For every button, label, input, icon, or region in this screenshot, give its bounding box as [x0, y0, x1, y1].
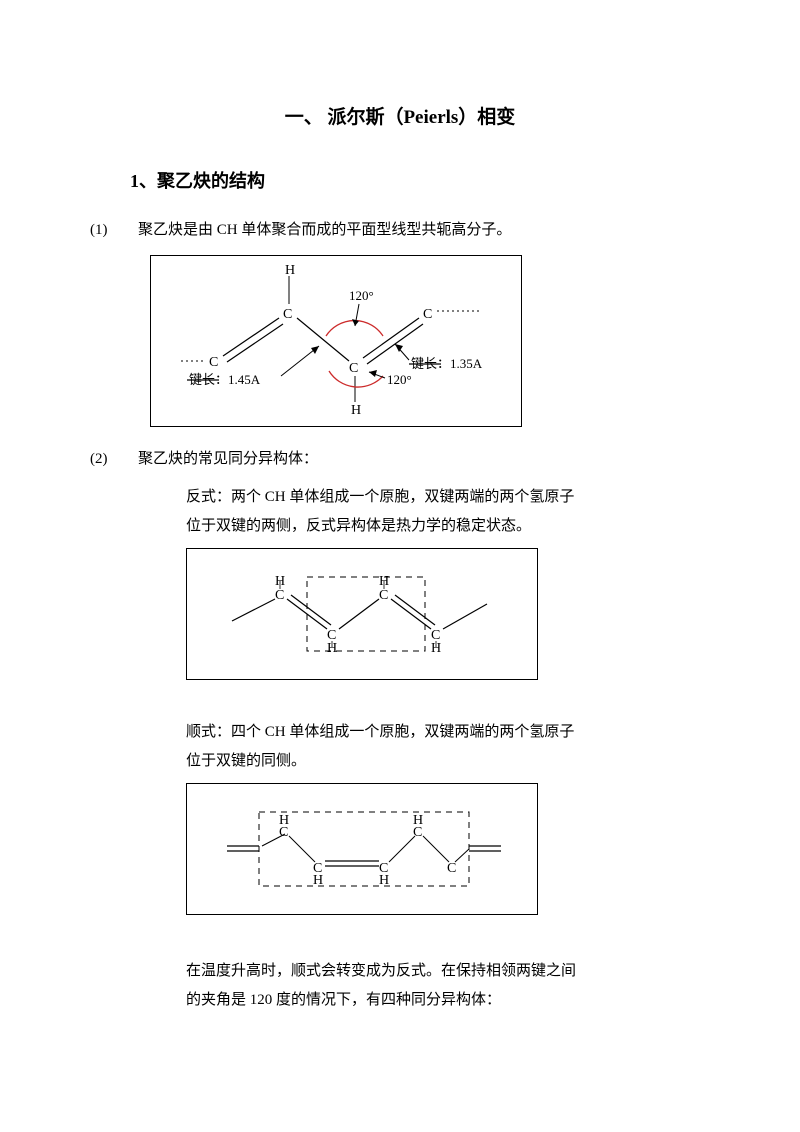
atom-h: H — [285, 263, 295, 278]
atom-c: C — [283, 307, 292, 322]
atom-c: C — [209, 355, 218, 370]
trans-desc-line2: 位于双键的两侧，反式异构体是热力学的稳定状态。 — [186, 512, 690, 541]
atom-c: C — [423, 307, 432, 322]
atom-c: C — [447, 861, 456, 876]
section-subtitle: 1、聚乙炔的结构 — [130, 164, 710, 198]
item-2-num: (2) — [90, 445, 138, 474]
atom-h: H — [279, 813, 289, 828]
diagram-trans-isomer: C H C H C H C H — [186, 548, 538, 680]
page-title: 一、 派尔斯（Peierls）相变 — [90, 100, 710, 136]
trans-desc-line1: 反式：两个 CH 单体组成一个原胞，双键两端的两个氢原子 — [186, 483, 690, 512]
cis-desc-line1: 顺式：四个 CH 单体组成一个原胞，双键两端的两个氢原子 — [186, 718, 690, 747]
atom-h: H — [379, 873, 389, 888]
diagram-cis-isomer: C H C H C H C H C — [186, 783, 538, 915]
cis-desc-line2: 位于双键的同侧。 — [186, 747, 690, 776]
atom-h: H — [413, 813, 423, 828]
atom-c: C — [275, 588, 284, 603]
diagram-polyacetylene-structure: C C H C H C 120 — [150, 255, 522, 427]
tail-line1: 在温度升高时，顺式会转变成为反式。在保持相领两键之间 — [186, 957, 690, 986]
item-2-text: 聚乙炔的常见同分异构体： — [138, 445, 710, 474]
item-1: (1) 聚乙炔是由 CH 单体聚合而成的平面型线型共轭高分子。 — [90, 216, 710, 245]
atom-h: H — [313, 873, 323, 888]
angle-label: 120° — [349, 288, 374, 303]
atom-c: C — [349, 361, 358, 376]
angle-label: 120° — [387, 372, 412, 387]
item-2: (2) 聚乙炔的常见同分异构体： — [90, 445, 710, 474]
atom-h: H — [351, 403, 361, 418]
item-1-num: (1) — [90, 216, 138, 245]
atom-c: C — [379, 588, 388, 603]
item-1-text: 聚乙炔是由 CH 单体聚合而成的平面型线型共轭高分子。 — [138, 216, 710, 245]
tail-line2: 的夹角是 120 度的情况下，有四种同分异构体： — [186, 986, 690, 1015]
